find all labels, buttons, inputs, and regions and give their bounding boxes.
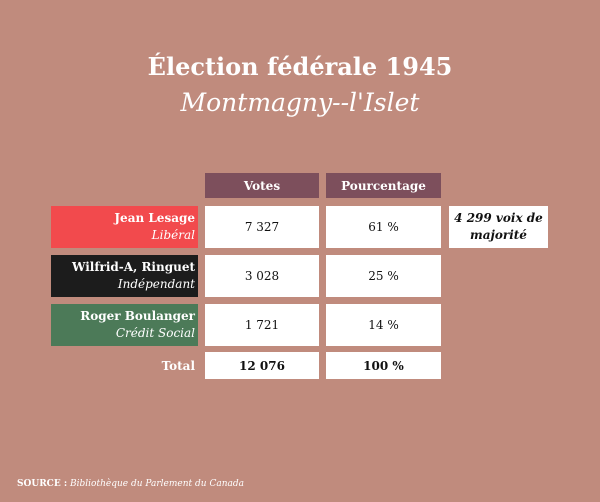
candidate-party: Libéral [151, 228, 195, 242]
candidate-party: Indépendant [117, 277, 195, 291]
candidate-party: Crédit Social [115, 326, 195, 340]
candidate-name: Wilfrid-A, Ringuet [71, 260, 195, 274]
votes-cell: 7 327 [205, 206, 319, 248]
candidate-name: Jean Lesage [114, 211, 195, 225]
source-label: SOURCE : [17, 479, 68, 489]
total-votes-cell: 12 076 [205, 352, 319, 379]
candidate-label-lesage: Jean Lesage Libéral [51, 206, 198, 248]
candidate-name: Roger Boulanger [80, 309, 195, 323]
percentage-header: Pourcentage [326, 173, 441, 198]
source-note: SOURCE : Bibliothèque du Parlement du Ca… [17, 479, 244, 489]
candidate-label-boulanger: Roger Boulanger Crédit Social [51, 304, 198, 346]
percentage-cell: 25 % [326, 255, 441, 297]
votes-header: Votes [205, 173, 319, 198]
percentage-cell: 14 % [326, 304, 441, 346]
page-subtitle: Montmagny--l'Islet [180, 88, 420, 117]
page-title: Élection fédérale 1945 [147, 52, 453, 81]
source-text: Bibliothèque du Parlement du Canada [70, 479, 244, 489]
majority-note: 4 299 voix de majorité [449, 206, 548, 248]
votes-cell: 3 028 [205, 255, 319, 297]
total-label: Total [161, 358, 195, 373]
candidate-label-ringuet: Wilfrid-A, Ringuet Indépendant [51, 255, 198, 297]
percentage-cell: 61 % [326, 206, 441, 248]
votes-cell: 1 721 [205, 304, 319, 346]
total-percentage-cell: 100 % [326, 352, 441, 379]
